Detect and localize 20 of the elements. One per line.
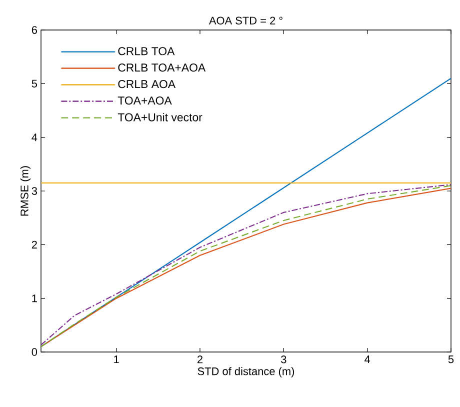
- y-tick-label: 1: [32, 294, 37, 302]
- x-tick-label: 3: [281, 356, 286, 364]
- y-axis-title: RMSE (m): [20, 166, 31, 216]
- y-tick-label: 2: [32, 240, 37, 248]
- x-tick-label: 5: [448, 356, 454, 364]
- y-tick-label: 3: [32, 187, 37, 195]
- x-tick-label: 4: [364, 356, 370, 364]
- y-tick-label: 4: [32, 134, 38, 142]
- legend-label: CRLB TOA: [118, 47, 175, 56]
- y-tick-label: 6: [32, 26, 37, 34]
- x-axis-title: STD of distance (m): [198, 367, 294, 378]
- legend-label: CRLB TOA+AOA: [118, 64, 206, 72]
- legend-label: CRLB AOA: [118, 80, 176, 88]
- x-tick-label: 1: [114, 356, 119, 364]
- y-tick-label: 0: [32, 348, 38, 356]
- x-tick-label: 2: [197, 356, 202, 364]
- legend-label: TOA+Unit vector: [118, 112, 202, 122]
- chart-title: AOA STD = 2 °: [208, 16, 282, 24]
- legend-label: TOA+AOA: [118, 96, 172, 105]
- y-tick-label: 5: [32, 80, 38, 88]
